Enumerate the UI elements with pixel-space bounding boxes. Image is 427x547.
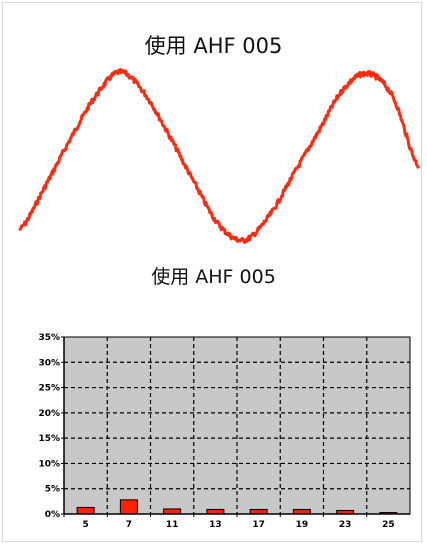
y-axis-ticks: 0% 5% 10% 15% 20% 25% 30% 35% (38, 333, 64, 520)
x-tick-label: 23 (339, 520, 352, 530)
x-tick-label: 7 (126, 520, 132, 530)
x-tick-label: 19 (296, 520, 309, 530)
y-tick-label: 25% (38, 384, 60, 394)
waveform-line (18, 67, 420, 244)
x-axis-ticks: 5 7 11 13 17 19 23 25 (63, 514, 395, 530)
y-tick-label: 30% (38, 358, 60, 368)
bar-11 (163, 508, 182, 515)
waveform-title: 使用 AHF 005 (144, 34, 283, 58)
x-tick-label: 11 (166, 520, 179, 530)
y-tick-label: 15% (38, 434, 60, 444)
x-tick-label: 25 (382, 520, 395, 530)
y-tick-label: 5% (45, 485, 60, 495)
spectrum-title: 使用 AHF 005 (151, 266, 276, 288)
y-tick-label: 20% (38, 409, 60, 419)
x-tick-label: 5 (82, 520, 88, 530)
bar-5 (76, 506, 95, 515)
grid-lines (64, 337, 410, 514)
y-tick-label: 0% (45, 510, 60, 520)
bar-7 (119, 499, 138, 515)
y-tick-label: 35% (38, 333, 60, 343)
x-tick-label: 13 (209, 520, 222, 530)
y-tick-label: 10% (38, 459, 60, 469)
x-tick-label: 17 (252, 520, 265, 530)
